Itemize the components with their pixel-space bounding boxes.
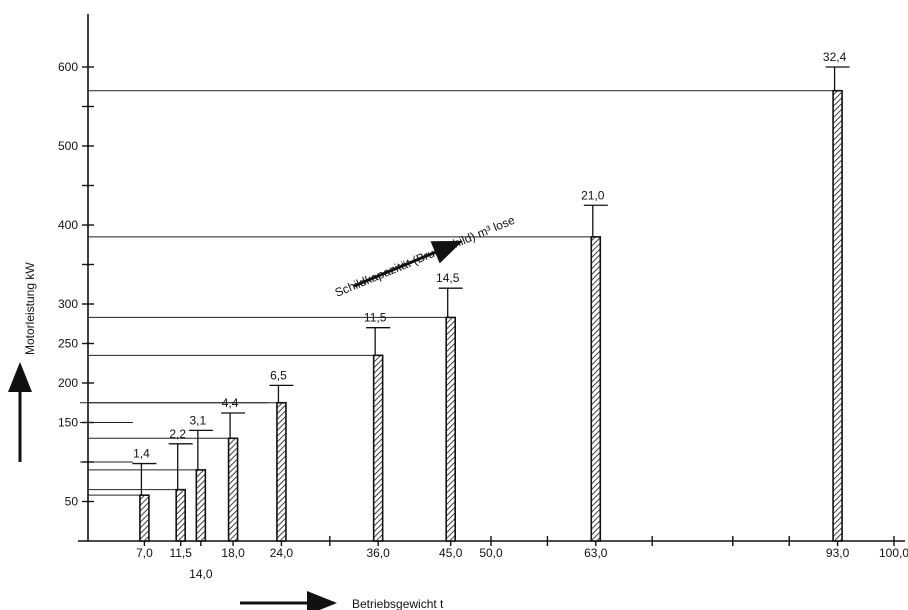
x-tick-label: 18,0 [221, 546, 245, 560]
x-tick-label: 100,0 [879, 546, 908, 560]
data-label: 11,5 [364, 311, 387, 325]
bars [132, 66, 850, 542]
data-label: 1,4 [133, 447, 150, 461]
x-tick-label: 45,0 [439, 546, 463, 560]
bar [832, 89, 843, 542]
y-tick-label: 600 [58, 60, 78, 74]
labels: 50 150 200 250 300 400 500 600 7,0 11,5 14,0 18,0 24… [58, 50, 908, 581]
y-tick-label: 200 [58, 376, 78, 390]
y-axis-label: Motorleistung kW [23, 262, 37, 355]
bar [175, 488, 186, 542]
guide-lines [80, 90, 834, 496]
bar [195, 469, 207, 542]
x-tick-label: 36,0 [366, 546, 390, 560]
data-label: 4,4 [222, 396, 239, 410]
x-axis-label: Betriebsgewicht t [352, 597, 444, 610]
data-label: 2,2 [169, 427, 186, 441]
x-tick-label: 14,0 [189, 567, 213, 581]
y-tick-label: 400 [58, 218, 78, 232]
x-tick-label: 24,0 [270, 546, 294, 560]
y-tick-label: 300 [58, 297, 78, 311]
annotation-arrow [353, 240, 463, 288]
data-label: 6,5 [270, 368, 287, 382]
data-label: 14,5 [436, 271, 460, 285]
x-tick-label: 11,5 [169, 546, 192, 560]
data-label: 32,4 [823, 50, 847, 64]
data-label: 21,0 [581, 188, 605, 202]
x-tick-label: 7,0 [136, 546, 153, 560]
bar [372, 354, 384, 542]
bar [590, 236, 602, 542]
bar [276, 401, 287, 542]
bar [445, 316, 457, 542]
y-tick-label: 250 [58, 337, 78, 351]
x-tick-label: 50,0 [479, 546, 503, 560]
bar [227, 437, 239, 542]
x-tick-label: 93,0 [826, 546, 850, 560]
data-label: 3,1 [189, 413, 206, 427]
x-tick-label: 63,0 [584, 546, 608, 560]
bar [139, 494, 150, 542]
y-tick-label: 50 [65, 495, 79, 509]
axes [78, 14, 905, 542]
y-tick-label: 500 [58, 139, 78, 153]
y-tick-label: 150 [58, 416, 78, 430]
